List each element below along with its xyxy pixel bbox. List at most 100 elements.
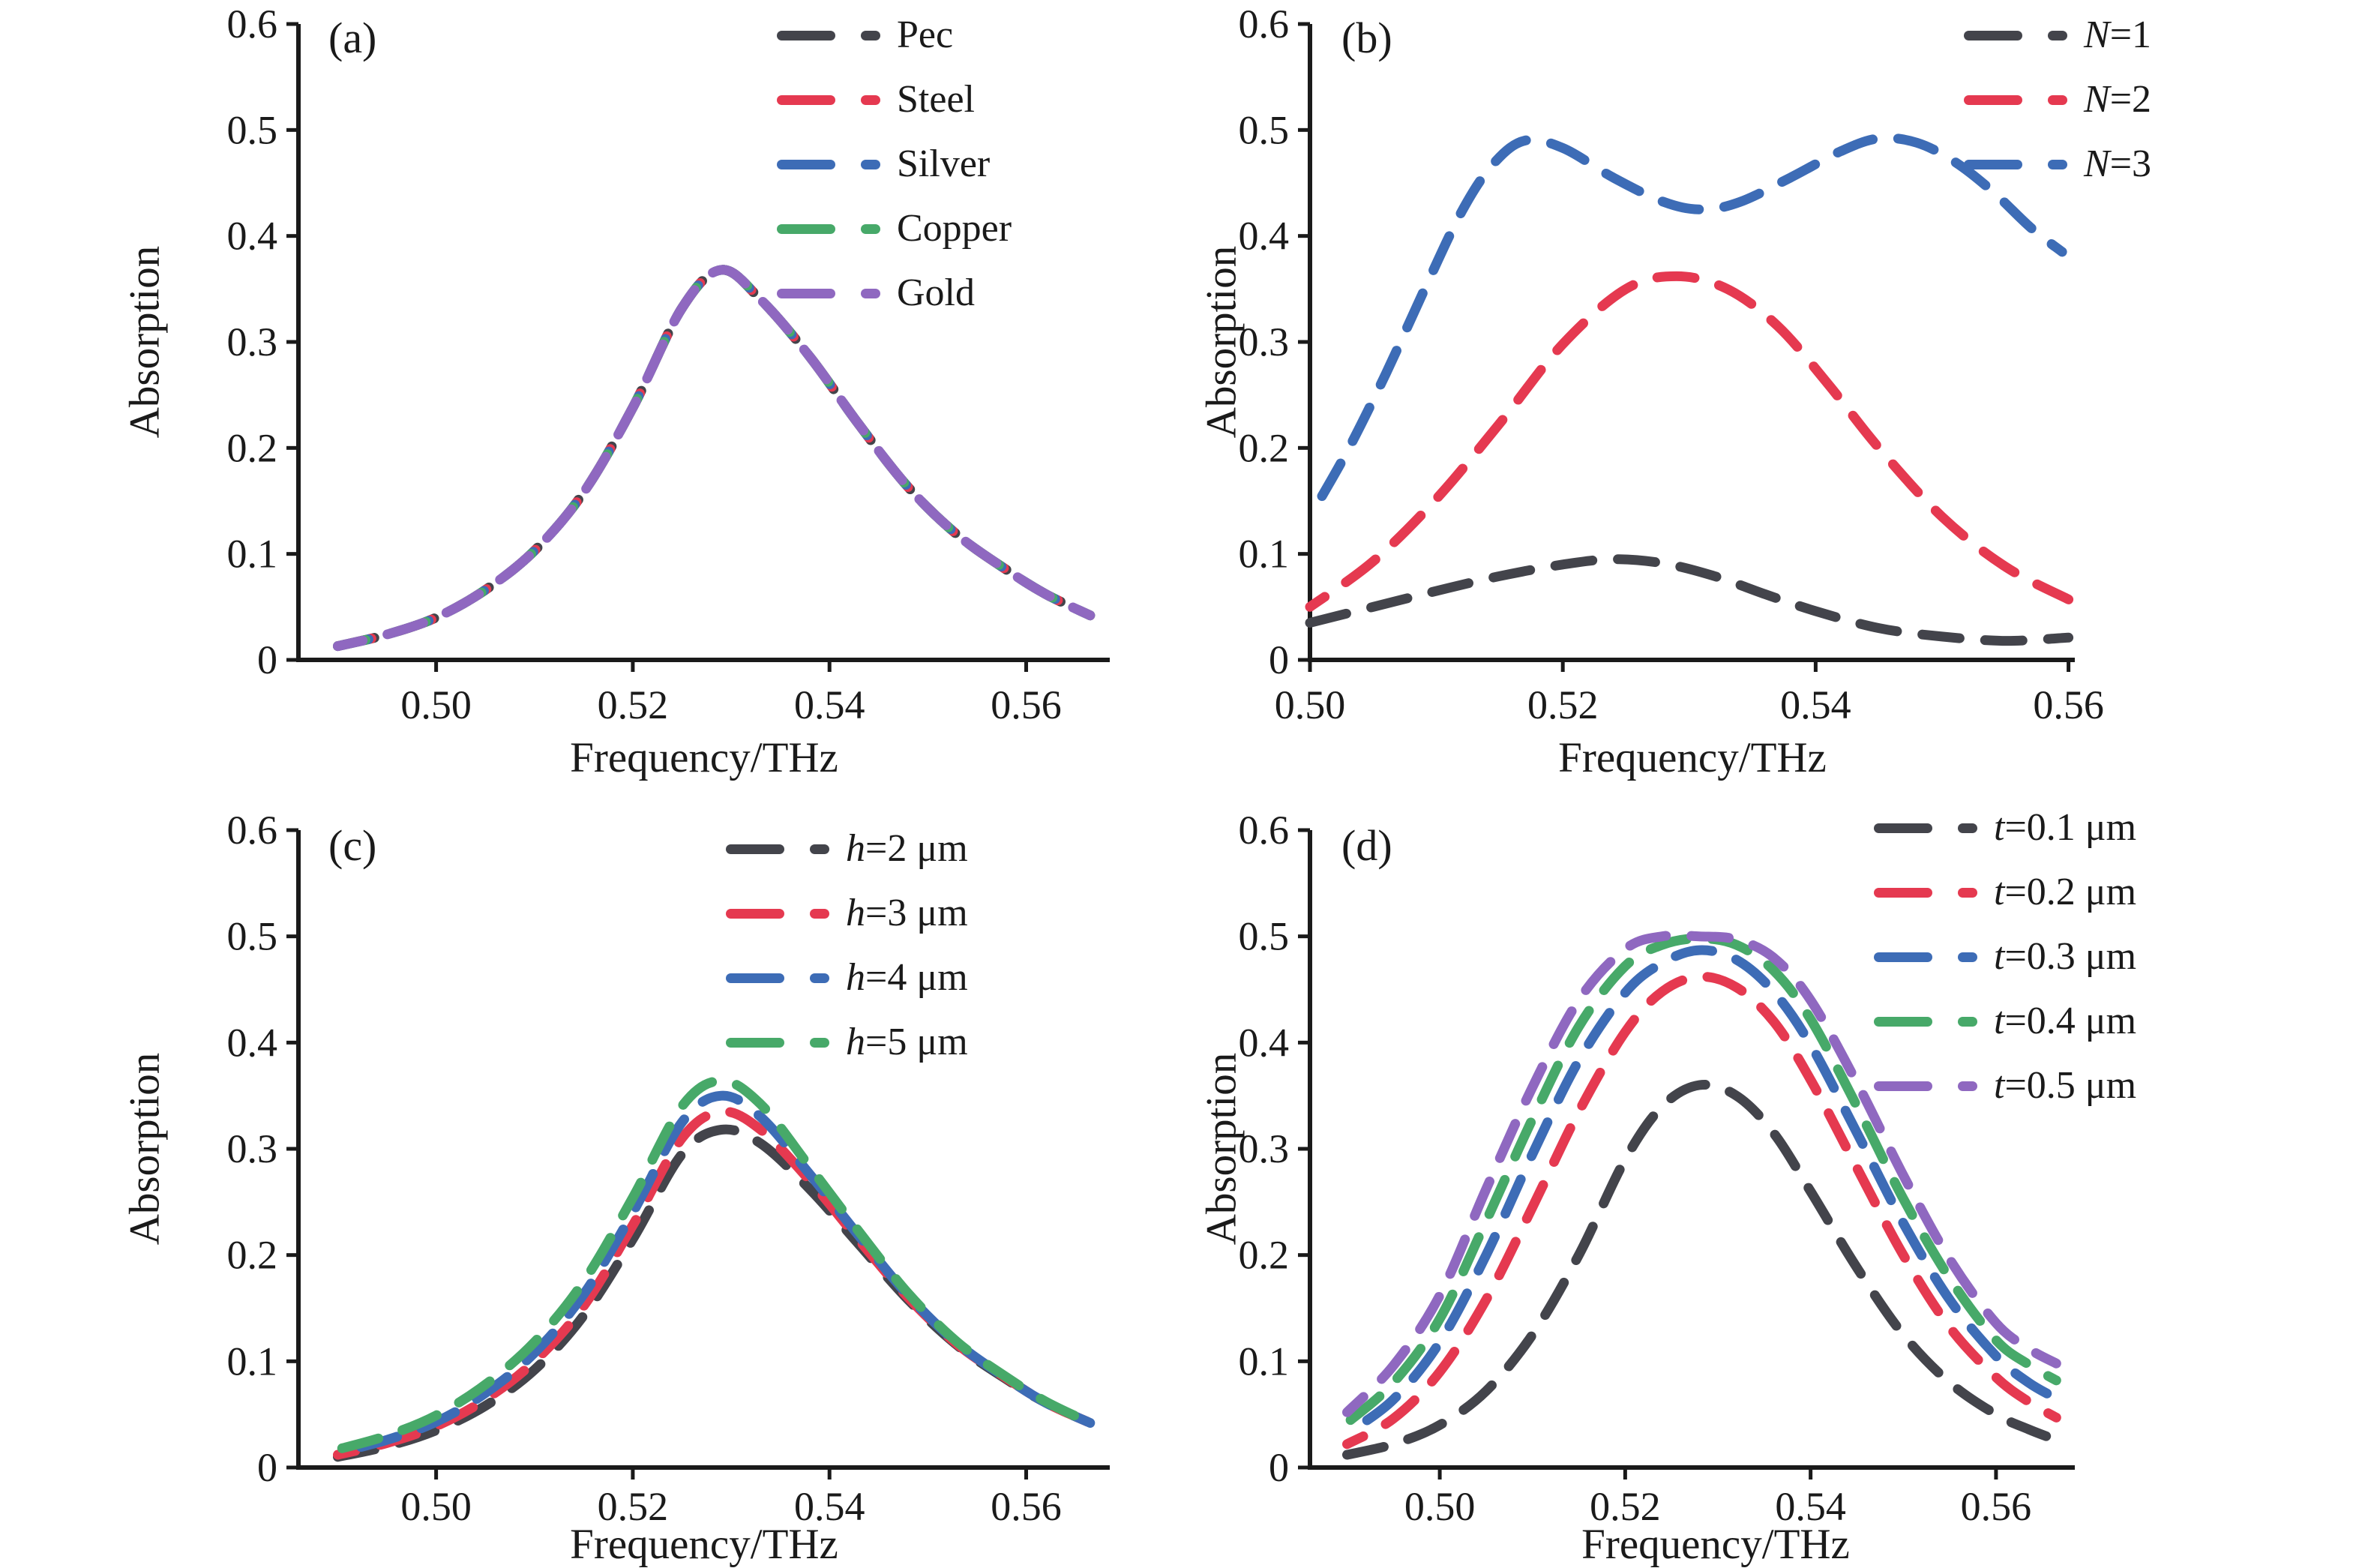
x-tick-label: 0.52 bbox=[598, 682, 669, 727]
legend-label: Silver bbox=[897, 142, 991, 185]
legend-dash-swatch bbox=[777, 288, 897, 298]
legend-dash-swatch bbox=[1964, 94, 2084, 105]
legend-label: Gold bbox=[897, 271, 975, 314]
axis-lines bbox=[1308, 24, 2075, 662]
y-axis-title: Absorption bbox=[121, 1052, 169, 1246]
x-axis-title: Frequency/THz bbox=[1581, 1521, 1850, 1568]
legend-dash-swatch bbox=[1964, 30, 2084, 40]
x-tick-label: 0.52 bbox=[1527, 682, 1599, 727]
legend-dash-swatch bbox=[1874, 952, 1994, 962]
legend-item-gold: Gold bbox=[777, 261, 1012, 325]
x-axis-title: Frequency/THz bbox=[1558, 734, 1827, 781]
legend-label: h=5 μm bbox=[846, 1021, 968, 1063]
series-curve-h-3--m bbox=[333, 1106, 1096, 1460]
x-tick-label: 0.56 bbox=[991, 682, 1062, 727]
legend-dash-swatch bbox=[1874, 1081, 1994, 1091]
series-curve-t-0.1--m bbox=[1342, 1079, 2061, 1460]
series-curve-t-0.2--m bbox=[1342, 971, 2061, 1450]
legend-label: Pec bbox=[897, 13, 954, 56]
legend-panel-c: h=2 μm h=3 μm h=4 μm h=5 μm bbox=[726, 817, 968, 1075]
y-tick-label: 0.4 bbox=[1239, 1020, 1290, 1065]
legend-dash-swatch bbox=[726, 1037, 846, 1048]
x-axis-title: Frequency/THz bbox=[570, 734, 838, 781]
y-tick-label: 0.3 bbox=[1239, 1126, 1290, 1171]
series-curve-t-0.3--m bbox=[1342, 945, 2061, 1439]
legend-dash-swatch bbox=[777, 30, 897, 40]
legend-item-t02: t=0.2 μm bbox=[1874, 860, 2136, 925]
legend-dash-swatch bbox=[1874, 823, 1994, 833]
series-curve-gold bbox=[333, 265, 1096, 652]
legend-item-h5: h=5 μm bbox=[726, 1010, 968, 1075]
chart-canvas-d: 0 0.1 0.2 0.3 0.4 0.5 0.6 0.50 0.52 0.54 0.56 bbox=[1239, 808, 2075, 1529]
y-tick-label: 0.6 bbox=[227, 1, 278, 46]
y-tick-label: 0 bbox=[257, 637, 277, 682]
legend-item-h2: h=2 μm bbox=[726, 817, 968, 881]
y-tick-label: 0.3 bbox=[1239, 319, 1290, 364]
x-tick-label: 0.54 bbox=[794, 682, 865, 727]
panel-letter-c: (c) bbox=[328, 821, 377, 870]
legend-label: N=3 bbox=[2084, 142, 2152, 185]
legend-item-h3: h=3 μm bbox=[726, 881, 968, 946]
x-tick-label: 0.50 bbox=[400, 1484, 472, 1529]
x-tick-label: 0.50 bbox=[1404, 1484, 1476, 1529]
legend-label: t=0.5 μm bbox=[1994, 1064, 2137, 1107]
y-tick-label: 0.2 bbox=[227, 1233, 278, 1278]
y-tick-label: 0 bbox=[1269, 637, 1289, 682]
series-curve-pec bbox=[333, 265, 1096, 652]
chart-canvas-c: 0 0.1 0.2 0.3 0.4 0.5 0.6 0.50 0.52 0.54 0.56 bbox=[227, 808, 1110, 1529]
y-tick-label: 0.6 bbox=[1239, 1, 1290, 46]
legend-item-n1: N=1 bbox=[1964, 3, 2151, 67]
legend-label: t=0.4 μm bbox=[1994, 1000, 2137, 1042]
legend-dash-swatch bbox=[1874, 1016, 1994, 1027]
x-tick-label: 0.56 bbox=[1961, 1484, 2032, 1529]
series-curve-t-0.4--m bbox=[1342, 933, 2061, 1428]
legend-item-n2: N=2 bbox=[1964, 67, 2151, 132]
x-tick-label: 0.56 bbox=[2033, 682, 2104, 727]
legend-panel-a: Pec Steel Silver Copper Gold bbox=[777, 3, 1012, 325]
series-curve-n-1 bbox=[1305, 554, 2074, 646]
legend-item-t05: t=0.5 μm bbox=[1874, 1054, 2136, 1118]
chart-canvas-b: 0 0.1 0.2 0.3 0.4 0.5 0.6 0.50 0.52 0.54 0.56 bbox=[1239, 1, 2104, 727]
y-tick-label: 0.1 bbox=[1239, 1339, 1290, 1384]
y-axis-title: Absorption bbox=[121, 245, 169, 439]
legend-item-n3: N=3 bbox=[1964, 132, 2151, 196]
legend-dash-swatch bbox=[1874, 887, 1994, 898]
legend-dash-swatch bbox=[1964, 159, 2084, 169]
legend-label: t=0.2 μm bbox=[1994, 871, 2137, 913]
y-tick-label: 0.2 bbox=[1239, 425, 1290, 470]
y-tick-label: 0.5 bbox=[1239, 107, 1290, 152]
y-tick-label: 0.4 bbox=[227, 1020, 278, 1065]
series-curve-silver bbox=[333, 265, 1096, 652]
x-tick-label: 0.52 bbox=[1590, 1484, 1661, 1529]
legend-item-t03: t=0.3 μm bbox=[1874, 925, 2136, 989]
y-tick-label: 0.6 bbox=[1239, 808, 1290, 853]
y-tick-label: 0.2 bbox=[1239, 1233, 1290, 1278]
legend-label: t=0.1 μm bbox=[1994, 806, 2137, 849]
y-tick-label: 0.1 bbox=[227, 1339, 278, 1384]
x-tick-label: 0.52 bbox=[598, 1484, 669, 1529]
series-curve-copper bbox=[333, 265, 1096, 652]
y-axis-title: Absorption bbox=[1197, 1052, 1245, 1246]
y-tick-label: 0 bbox=[257, 1445, 277, 1490]
legend-label: Copper bbox=[897, 207, 1012, 250]
y-tick-label: 0.1 bbox=[1239, 532, 1290, 577]
legend-label: N=2 bbox=[2084, 78, 2152, 121]
legend-dash-swatch bbox=[777, 94, 897, 105]
legend-dash-swatch bbox=[726, 908, 846, 919]
legend-item-t04: t=0.4 μm bbox=[1874, 989, 2136, 1054]
x-tick-label: 0.54 bbox=[1780, 682, 1851, 727]
panel-c: 0 0.1 0.2 0.3 0.4 0.5 0.6 0.50 0.52 0.54 0.56 (c) … bbox=[0, 784, 1181, 1567]
chart-canvas-a: 0 0.1 0.2 0.3 0.4 0.5 0.6 0.50 0.52 0.54 0.56 bbox=[227, 1, 1110, 727]
legend-item-h4: h=4 μm bbox=[726, 946, 968, 1010]
legend-dash-swatch bbox=[726, 844, 846, 854]
x-tick-label: 0.54 bbox=[794, 1484, 865, 1529]
y-tick-label: 0.1 bbox=[227, 532, 278, 577]
series-curve-steel bbox=[333, 265, 1096, 652]
y-tick-label: 0.4 bbox=[1239, 214, 1290, 259]
legend-label: t=0.3 μm bbox=[1994, 935, 2137, 978]
legend-label: h=3 μm bbox=[846, 892, 968, 934]
legend-dash-swatch bbox=[726, 973, 846, 983]
panel-letter-a: (a) bbox=[328, 13, 377, 62]
legend-panel-b: N=1 N=2 N=3 bbox=[1964, 3, 2151, 196]
